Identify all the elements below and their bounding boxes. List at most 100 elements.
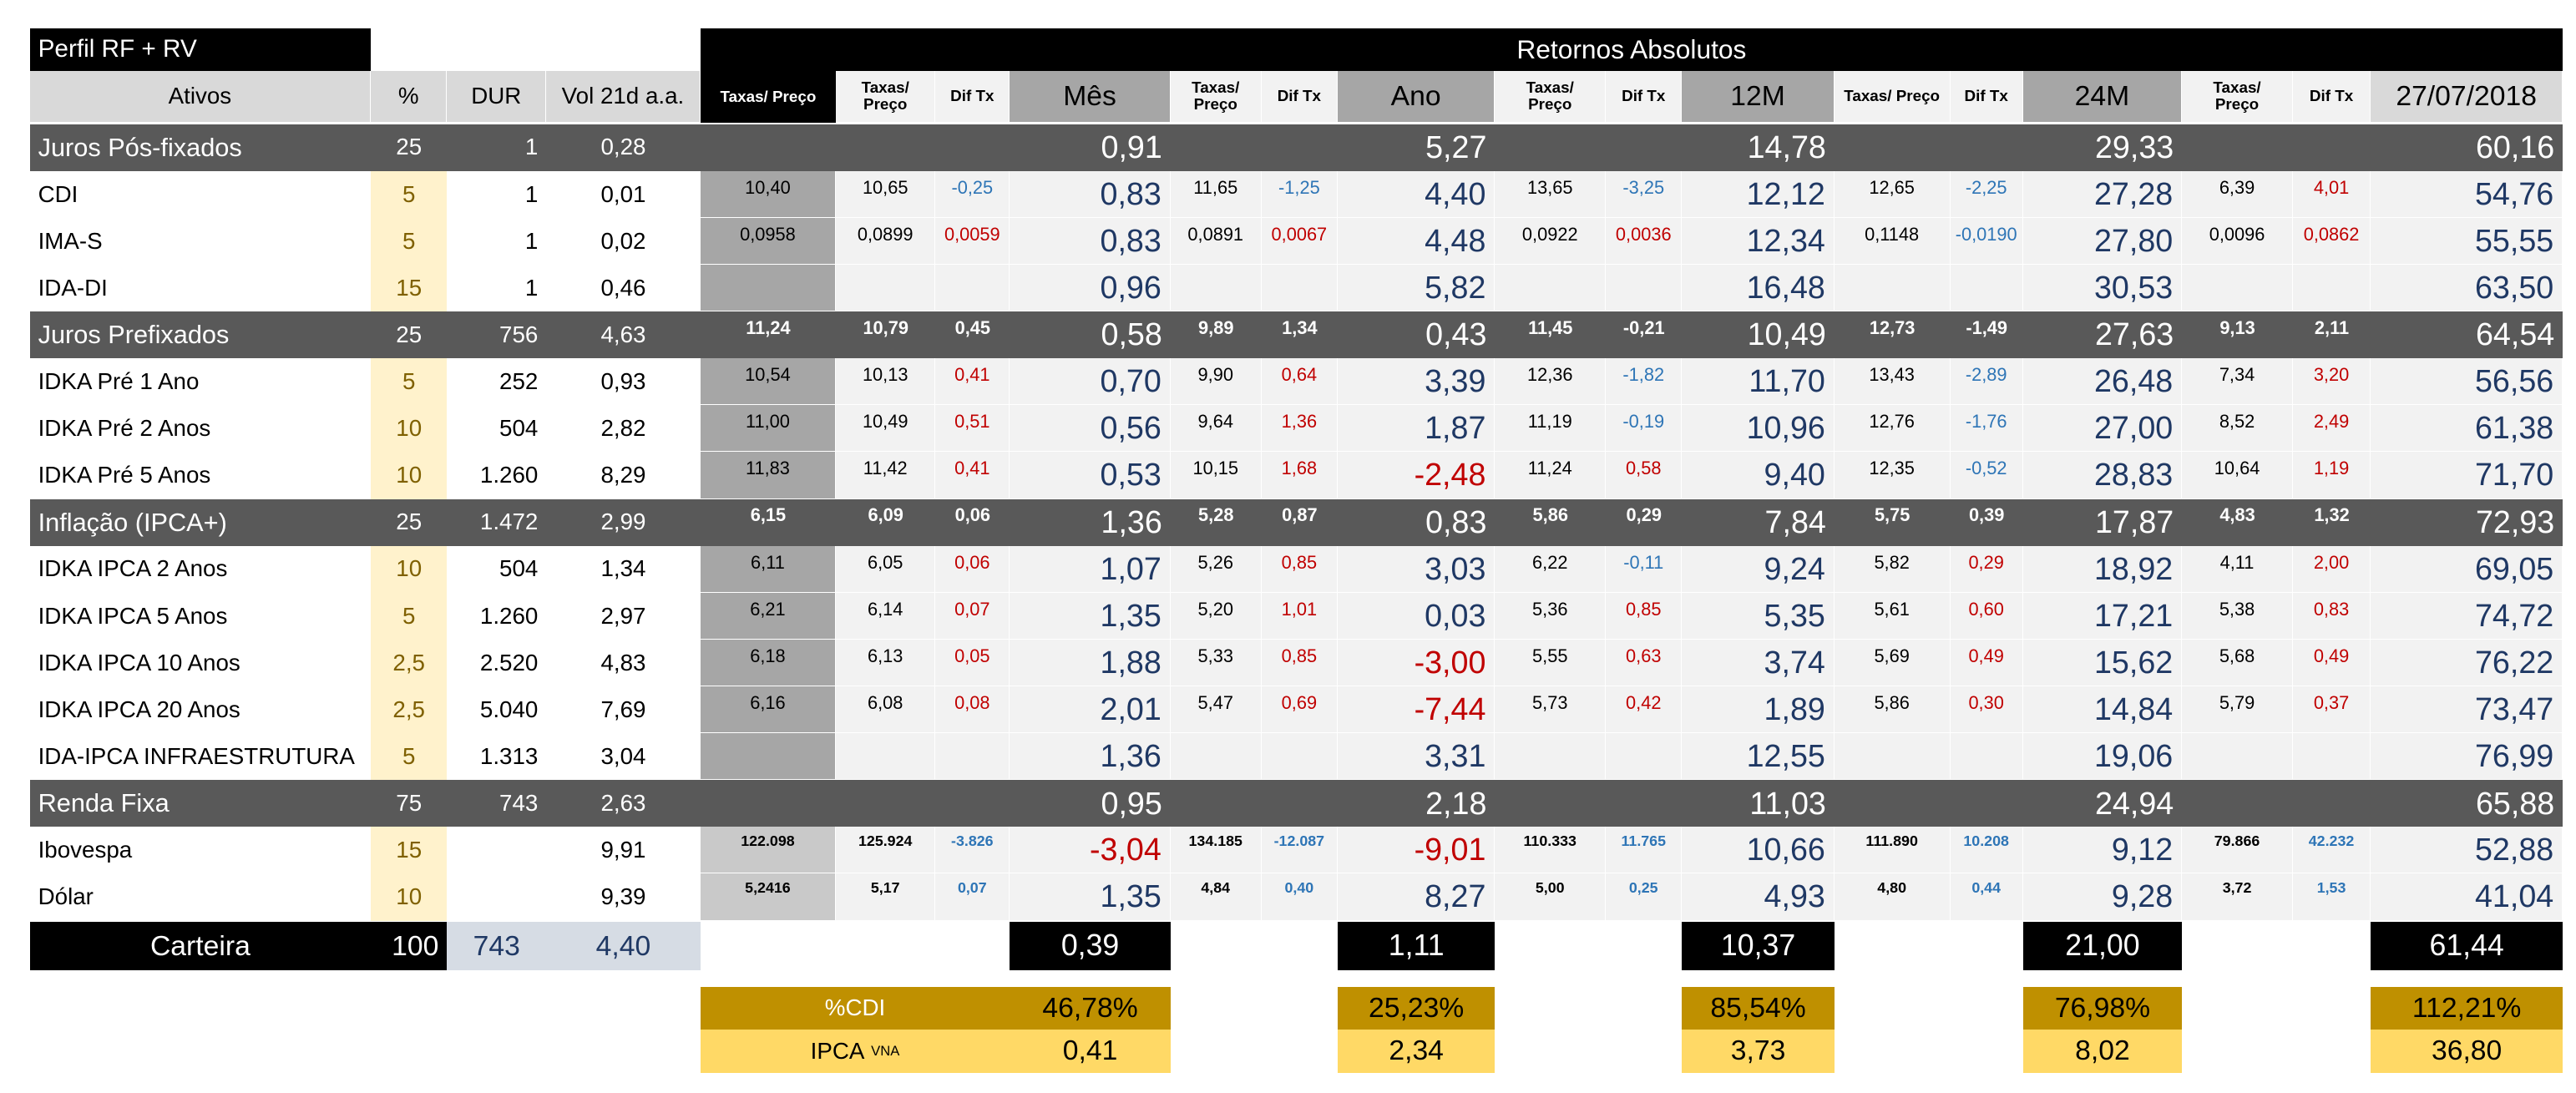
cell: 12,12 (1682, 170, 1835, 218)
empty-cell (1495, 124, 1607, 171)
cell: 76,22 (2371, 639, 2563, 686)
cdi-value: 46,78% (1010, 986, 1171, 1030)
cdi-label: %CDI (700, 986, 1010, 1030)
empty-cell (1950, 265, 2023, 312)
cell: 0,41 (935, 452, 1010, 499)
cell: 12,76 (1834, 405, 1951, 453)
empty-cell (1834, 265, 1951, 312)
cell: 5,36 (1495, 592, 1607, 640)
cell: 5.040 (447, 686, 547, 734)
cell: -0,52 (1950, 452, 2023, 499)
cell: 0,0899 (836, 217, 936, 265)
cell: 4,01 (2292, 170, 2371, 218)
cell: 0,93 (546, 358, 701, 406)
cell: 1.472 (447, 498, 547, 546)
row-label: Inflação (IPCA+) (29, 498, 372, 546)
cell: 19,06 (2022, 733, 2183, 781)
cell: 0,58 (1010, 311, 1171, 359)
cell: 10,13 (836, 358, 936, 406)
cell: 0,37 (2292, 686, 2371, 734)
cell: 3,74 (1682, 639, 1835, 686)
ipca-value: 8,02 (2022, 1030, 2183, 1073)
cell: 0,06 (935, 498, 1010, 546)
cell: 1,35 (1010, 592, 1171, 640)
cell: 7,84 (1682, 498, 1835, 546)
cell: 1 (447, 217, 547, 265)
cell: -1,25 (1261, 170, 1338, 218)
cell: 28,83 (2022, 452, 2183, 499)
empty-cell (2292, 265, 2371, 312)
cell: 7,69 (546, 686, 701, 734)
cell: 75 (371, 780, 448, 827)
cell: 111.890 (1834, 827, 1951, 874)
empty-cell (836, 780, 936, 827)
empty-cell (836, 265, 936, 312)
cell: 10,54 (700, 358, 837, 406)
cell: 10 (371, 545, 448, 593)
cell: 2,82 (546, 405, 701, 453)
cell: 0,83 (2292, 592, 2371, 640)
column-header: Taxas/ Preço (1495, 71, 1607, 123)
cell: 9,39 (546, 873, 701, 921)
cell: -3,25 (1606, 170, 1683, 218)
cell: 10 (371, 873, 448, 921)
cell: 0,83 (1010, 170, 1171, 218)
cell: 74,72 (2371, 592, 2563, 640)
cell: 73,47 (2371, 686, 2563, 734)
cell: 0,39 (1950, 498, 2023, 546)
column-header: Taxas/ Preço (1170, 71, 1262, 123)
total-pct: 100 (392, 929, 439, 962)
cell: 3,20 (2292, 358, 2371, 406)
cell: 25 (371, 311, 448, 359)
cell: 1,89 (1682, 686, 1835, 734)
cell: 9,13 (2182, 311, 2293, 359)
cell: 0,64 (1261, 358, 1338, 406)
cell: 4,80 (1834, 873, 1951, 921)
empty-cell (1495, 733, 1607, 781)
cell: 0,07 (935, 592, 1010, 640)
cell: 0,43 (1337, 311, 1495, 359)
cell: 14,78 (1682, 124, 1835, 171)
cell: 1 (447, 170, 547, 218)
cell: 0,60 (1950, 592, 2023, 640)
cell: 1.260 (447, 452, 547, 499)
cell: 52,88 (2371, 827, 2563, 874)
cell: -1,82 (1606, 358, 1683, 406)
cell: 0,06 (935, 545, 1010, 593)
empty-cell (1606, 124, 1683, 171)
cell: 0,1148 (1834, 217, 1951, 265)
cell: 5,73 (1495, 686, 1607, 734)
cell: 5 (371, 217, 448, 265)
empty-cell (1261, 733, 1338, 781)
cell: 2,00 (2292, 545, 2371, 593)
cell: 2,49 (2292, 405, 2371, 453)
cell: 1,36 (1261, 405, 1338, 453)
cell: 11,19 (1495, 405, 1607, 453)
empty-cell (1606, 733, 1683, 781)
cell: 15 (371, 265, 448, 312)
row-label: IDKA IPCA 5 Anos (29, 592, 372, 640)
cell: 12,35 (1834, 452, 1951, 499)
row-label: IDA-IPCA INFRAESTRUTURA (29, 733, 372, 781)
cell: -1,49 (1950, 311, 2023, 359)
cell: -0,0190 (1950, 217, 2023, 265)
cell: 1 (447, 124, 547, 171)
cell: 5,2416 (700, 873, 837, 921)
row-label: IMA-S (29, 217, 372, 265)
column-header: Dif Tx (935, 71, 1010, 123)
empty-cell (1950, 780, 2023, 827)
cell: 25 (371, 124, 448, 171)
cell: 0,07 (935, 873, 1010, 921)
cell: 6,22 (1495, 545, 1607, 593)
total-return: 0,39 (1010, 922, 1171, 970)
cell: 5 (371, 733, 448, 781)
cell: 9,64 (1170, 405, 1262, 453)
cell: 4,48 (1337, 217, 1495, 265)
empty-cell (1606, 780, 1683, 827)
row-label: IDKA IPCA 20 Anos (29, 686, 372, 734)
cell: 0,0922 (1495, 217, 1607, 265)
cell: 0,85 (1261, 545, 1338, 593)
total-return: 21,00 (2022, 922, 2183, 970)
cell: 12,73 (1834, 311, 1951, 359)
cell: 5 (371, 358, 448, 406)
